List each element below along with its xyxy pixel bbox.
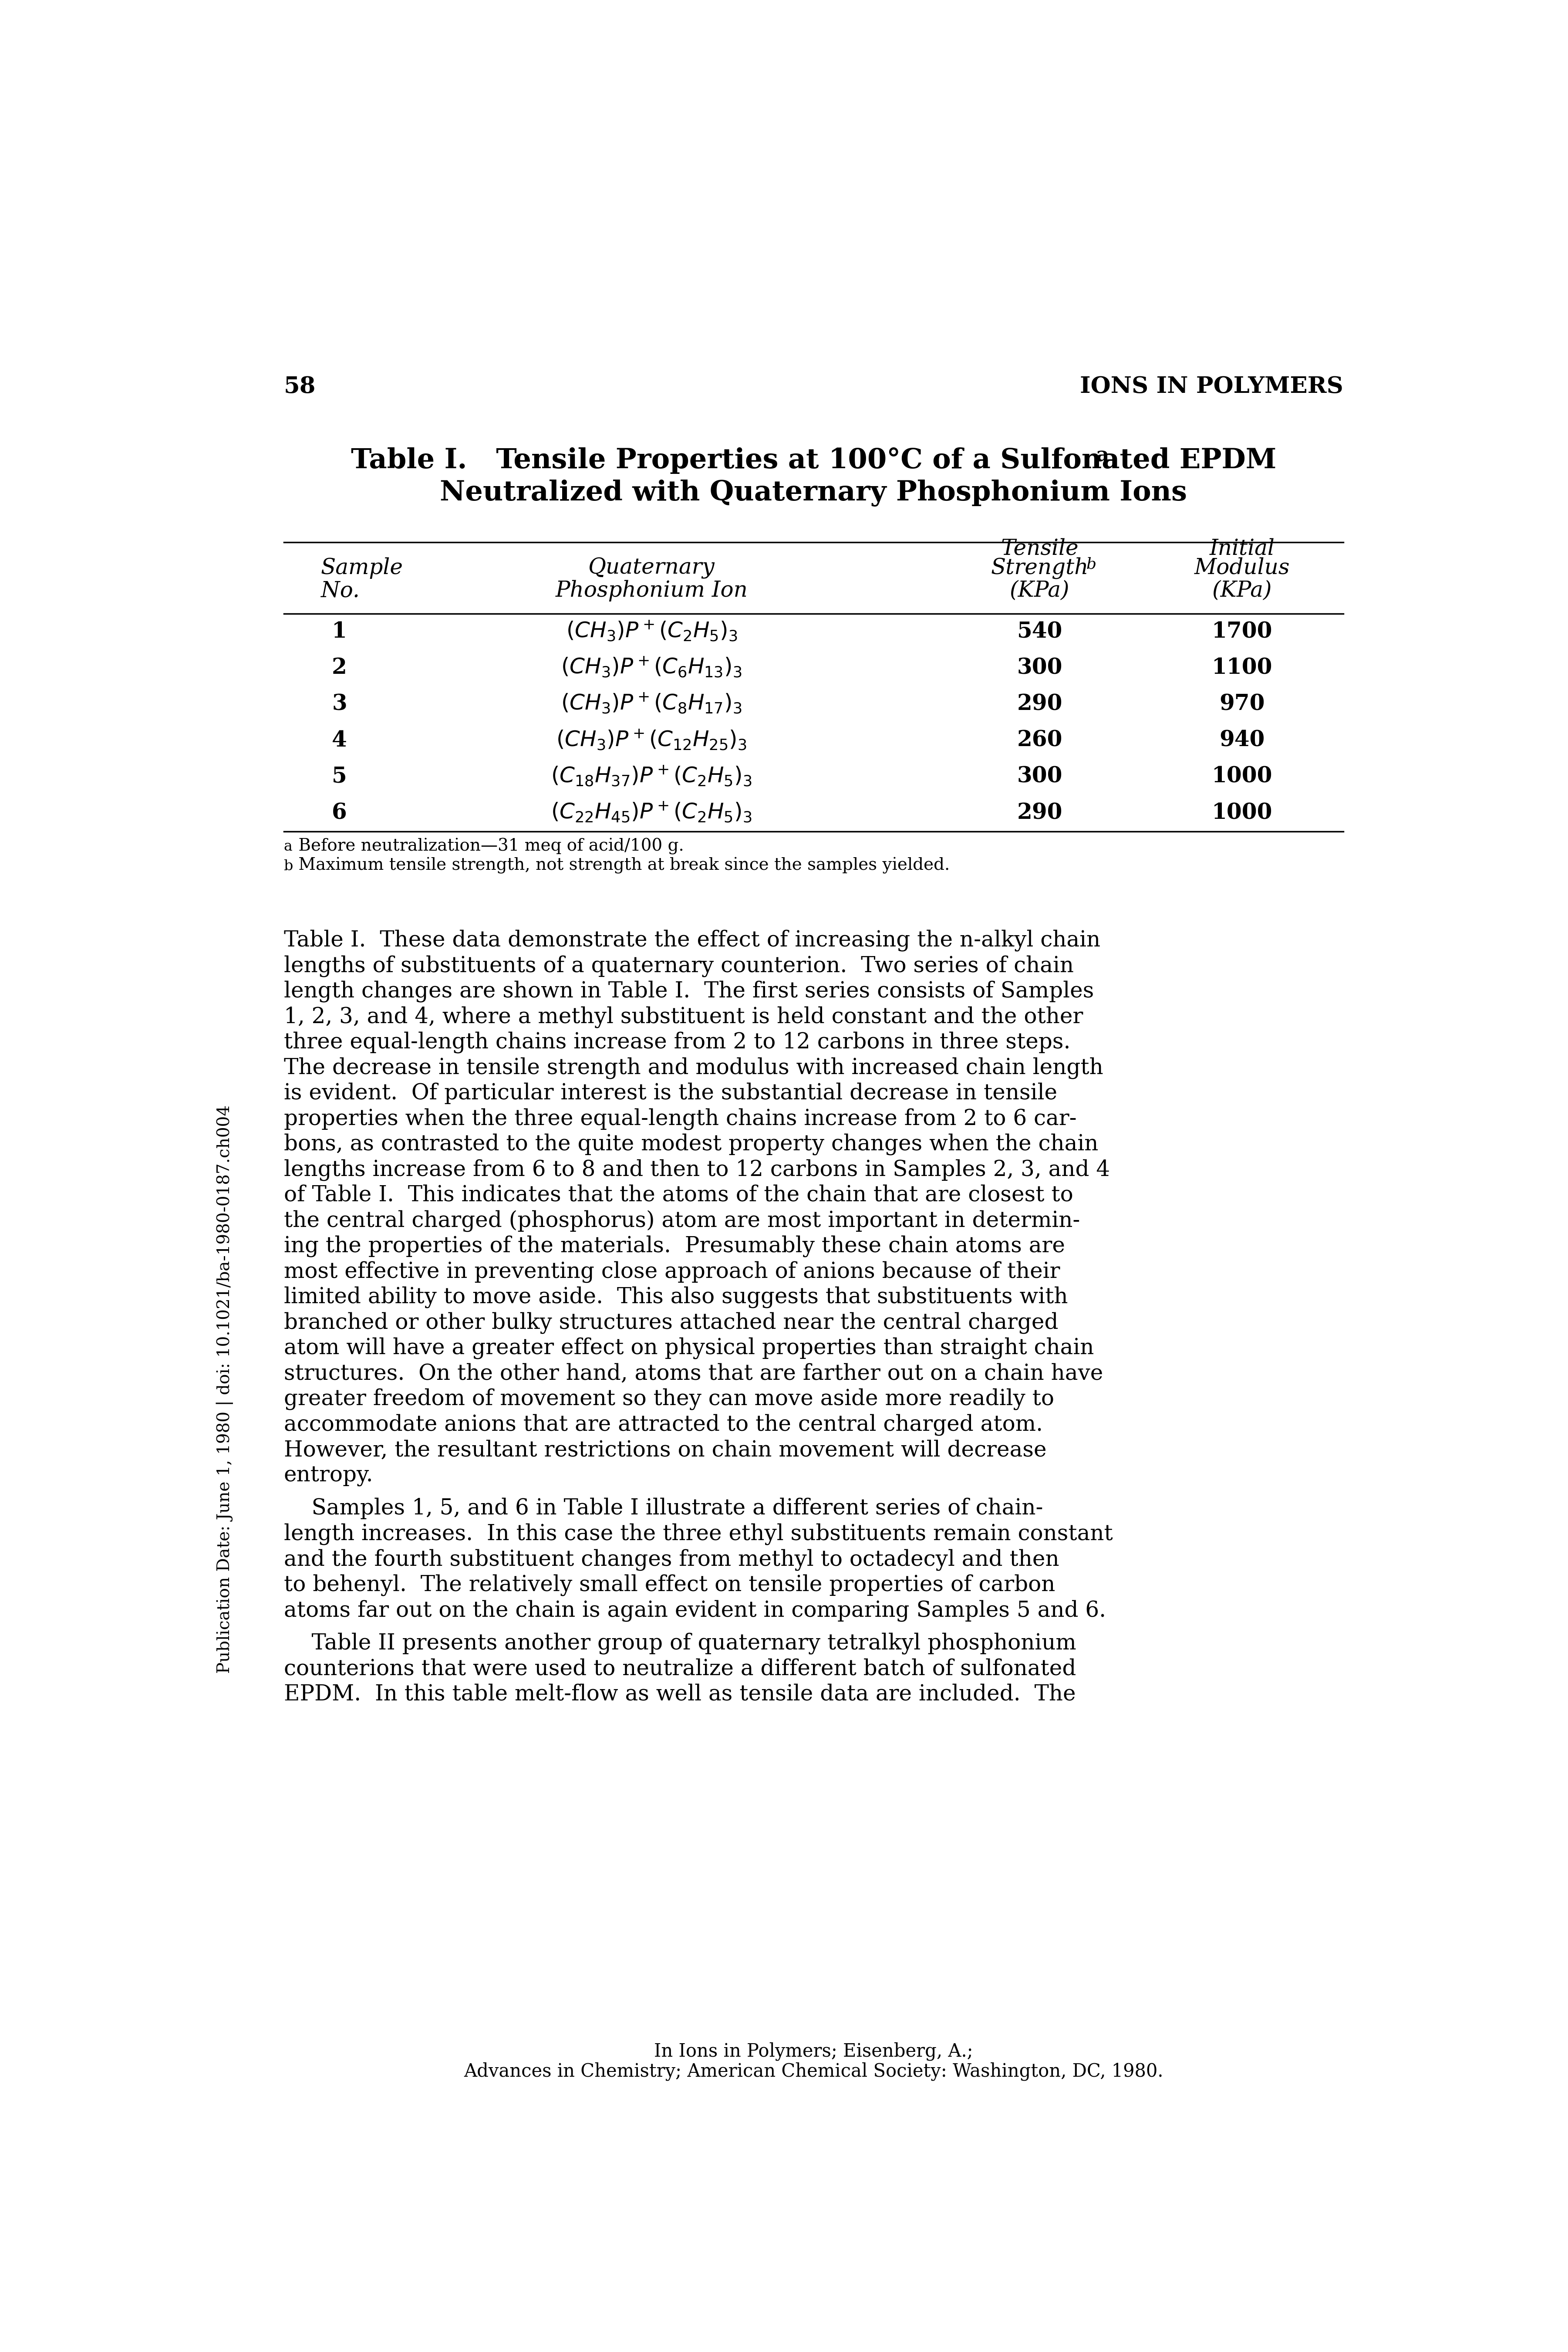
Text: EPDM.  In this table melt-flow as well as tensile data are included.  The: EPDM. In this table melt-flow as well as… bbox=[284, 1684, 1076, 1705]
Text: limited ability to move aside.  This also suggests that substituents with: limited ability to move aside. This also… bbox=[284, 1287, 1068, 1308]
Text: 5: 5 bbox=[332, 767, 347, 788]
Text: atom will have a greater effect on physical properties than straight chain: atom will have a greater effect on physi… bbox=[284, 1338, 1094, 1359]
Text: 3: 3 bbox=[332, 694, 347, 715]
Text: Table I.   Tensile Properties at 100°C of a Sulfonated EPDM: Table I. Tensile Properties at 100°C of … bbox=[351, 447, 1276, 475]
Text: Advances in Chemistry; American Chemical Society: Washington, DC, 1980.: Advances in Chemistry; American Chemical… bbox=[464, 2063, 1163, 2082]
Text: Initial: Initial bbox=[1209, 539, 1275, 560]
Text: The decrease in tensile strength and modulus with increased chain length: The decrease in tensile strength and mod… bbox=[284, 1056, 1104, 1080]
Text: In Ions in Polymers; Eisenberg, A.;: In Ions in Polymers; Eisenberg, A.; bbox=[654, 2042, 974, 2060]
Text: Quaternary: Quaternary bbox=[588, 557, 715, 579]
Text: $(CH_3)P^+(C_2H_5)_3$: $(CH_3)P^+(C_2H_5)_3$ bbox=[566, 619, 737, 642]
Text: counterions that were used to neutralize a different batch of sulfonated: counterions that were used to neutralize… bbox=[284, 1658, 1076, 1679]
Text: (KPa): (KPa) bbox=[1212, 581, 1272, 602]
Text: 1000: 1000 bbox=[1212, 767, 1273, 788]
Text: a: a bbox=[284, 840, 292, 854]
Text: 540: 540 bbox=[1018, 621, 1063, 642]
Text: atoms far out on the chain is again evident in comparing Samples 5 and 6.: atoms far out on the chain is again evid… bbox=[284, 1599, 1105, 1621]
Text: ing the properties of the materials.  Presumably these chain atoms are: ing the properties of the materials. Pre… bbox=[284, 1235, 1065, 1258]
Text: and the fourth substituent changes from methyl to octadecyl and then: and the fourth substituent changes from … bbox=[284, 1548, 1058, 1571]
Text: Publication Date: June 1, 1980 | doi: 10.1021/ba-1980-0187.ch004: Publication Date: June 1, 1980 | doi: 10… bbox=[216, 1105, 234, 1672]
Text: $(C_{22}H_{45})P^+(C_2H_5)_3$: $(C_{22}H_{45})P^+(C_2H_5)_3$ bbox=[550, 800, 753, 823]
Text: Tensile: Tensile bbox=[1000, 539, 1079, 560]
Text: Table I.  These data demonstrate the effect of increasing the n-alkyl chain: Table I. These data demonstrate the effe… bbox=[284, 929, 1101, 950]
Text: three equal-length chains increase from 2 to 12 carbons in three steps.: three equal-length chains increase from … bbox=[284, 1033, 1071, 1054]
Text: length changes are shown in Table I.  The first series consists of Samples: length changes are shown in Table I. The… bbox=[284, 981, 1094, 1002]
Text: length increases.  In this case the three ethyl substituents remain constant: length increases. In this case the three… bbox=[284, 1524, 1113, 1545]
Text: (KPa): (KPa) bbox=[1010, 581, 1069, 602]
Text: 1100: 1100 bbox=[1212, 659, 1273, 680]
Text: 2: 2 bbox=[332, 659, 347, 680]
Text: No.: No. bbox=[321, 581, 359, 602]
Text: accommodate anions that are attracted to the central charged atom.: accommodate anions that are attracted to… bbox=[284, 1414, 1043, 1435]
Text: b: b bbox=[1087, 557, 1096, 572]
Text: 6: 6 bbox=[332, 802, 347, 823]
Text: $(CH_3)P^+(C_8H_{17})_3$: $(CH_3)P^+(C_8H_{17})_3$ bbox=[561, 691, 742, 715]
Text: 4: 4 bbox=[332, 729, 347, 750]
Text: 290: 290 bbox=[1018, 802, 1063, 823]
Text: $(C_{18}H_{37})P^+(C_2H_5)_3$: $(C_{18}H_{37})P^+(C_2H_5)_3$ bbox=[550, 764, 753, 788]
Text: structures.  On the other hand, atoms that are farther out on a chain have: structures. On the other hand, atoms tha… bbox=[284, 1362, 1102, 1385]
Text: $(CH_3)P^+(C_{12}H_{25})_3$: $(CH_3)P^+(C_{12}H_{25})_3$ bbox=[557, 727, 746, 750]
Text: most effective in preventing close approach of anions because of their: most effective in preventing close appro… bbox=[284, 1261, 1060, 1282]
Text: Phosphonium Ion: Phosphonium Ion bbox=[555, 581, 748, 602]
Text: 1, 2, 3, and 4, where a methyl substituent is held constant and the other: 1, 2, 3, and 4, where a methyl substitue… bbox=[284, 1007, 1083, 1028]
Text: greater freedom of movement so they can move aside more readily to: greater freedom of movement so they can … bbox=[284, 1388, 1054, 1411]
Text: Strength: Strength bbox=[991, 557, 1088, 579]
Text: 260: 260 bbox=[1018, 729, 1063, 750]
Text: Neutralized with Quaternary Phosphonium Ions: Neutralized with Quaternary Phosphonium … bbox=[441, 480, 1187, 506]
Text: $(CH_3)P^+(C_6H_{13})_3$: $(CH_3)P^+(C_6H_{13})_3$ bbox=[561, 656, 742, 680]
Text: the central charged (phosphorus) atom are most important in determin-: the central charged (phosphorus) atom ar… bbox=[284, 1209, 1080, 1232]
Text: Modulus: Modulus bbox=[1195, 557, 1290, 579]
Text: bons, as contrasted to the quite modest property changes when the chain: bons, as contrasted to the quite modest … bbox=[284, 1134, 1098, 1155]
Text: Before neutralization—31 meq of acid/100 g.: Before neutralization—31 meq of acid/100… bbox=[293, 837, 684, 854]
Text: properties when the three equal-length chains increase from 2 to 6 car-: properties when the three equal-length c… bbox=[284, 1108, 1077, 1129]
Text: IONS IN POLYMERS: IONS IN POLYMERS bbox=[1080, 376, 1344, 397]
Text: Maximum tensile strength, not strength at break since the samples yielded.: Maximum tensile strength, not strength a… bbox=[293, 858, 950, 875]
Text: lengths increase from 6 to 8 and then to 12 carbons in Samples 2, 3, and 4: lengths increase from 6 to 8 and then to… bbox=[284, 1160, 1110, 1181]
Text: 1700: 1700 bbox=[1212, 621, 1273, 642]
Text: 300: 300 bbox=[1018, 767, 1063, 788]
Text: However, the resultant restrictions on chain movement will decrease: However, the resultant restrictions on c… bbox=[284, 1439, 1046, 1461]
Text: a: a bbox=[1096, 447, 1109, 466]
Text: 970: 970 bbox=[1220, 694, 1265, 715]
Text: Sample: Sample bbox=[321, 557, 403, 579]
Text: 300: 300 bbox=[1018, 659, 1063, 680]
Text: 1000: 1000 bbox=[1212, 802, 1273, 823]
Text: 1: 1 bbox=[332, 621, 347, 642]
Text: branched or other bulky structures attached near the central charged: branched or other bulky structures attac… bbox=[284, 1312, 1058, 1334]
Text: entropy.: entropy. bbox=[284, 1465, 373, 1486]
Text: 58: 58 bbox=[284, 376, 315, 397]
Text: Samples 1, 5, and 6 in Table I illustrate a different series of chain-: Samples 1, 5, and 6 in Table I illustrat… bbox=[284, 1498, 1043, 1519]
Text: 940: 940 bbox=[1220, 729, 1265, 750]
Text: b: b bbox=[284, 858, 293, 873]
Text: of Table I.  This indicates that the atoms of the chain that are closest to: of Table I. This indicates that the atom… bbox=[284, 1185, 1073, 1207]
Text: to behenyl.  The relatively small effect on tensile properties of carbon: to behenyl. The relatively small effect … bbox=[284, 1573, 1055, 1597]
Text: 290: 290 bbox=[1018, 694, 1063, 715]
Text: Table II presents another group of quaternary tetralkyl phosphonium: Table II presents another group of quate… bbox=[284, 1632, 1076, 1653]
Text: is evident.  Of particular interest is the substantial decrease in tensile: is evident. Of particular interest is th… bbox=[284, 1082, 1057, 1103]
Text: lengths of substituents of a quaternary counterion.  Two series of chain: lengths of substituents of a quaternary … bbox=[284, 955, 1074, 976]
